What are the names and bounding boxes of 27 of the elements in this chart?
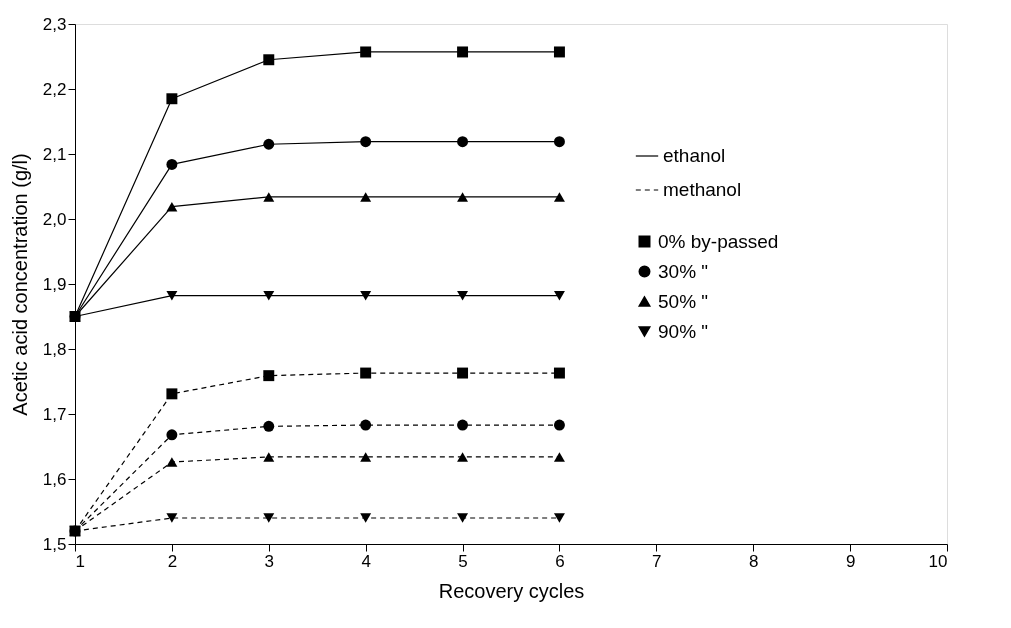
legend-label: 30% ": [658, 260, 709, 282]
y-tick-label: 1,5: [42, 534, 67, 554]
x-tick-label: 2: [167, 551, 178, 571]
legend-label: 90% ": [658, 320, 709, 342]
x-tick-label: 3: [264, 551, 275, 571]
x-tick-label: 6: [555, 551, 565, 571]
x-tick-label: 4: [361, 551, 371, 571]
y-tick-label: 1,7: [42, 404, 67, 424]
y-tick-label: 1,6: [42, 469, 67, 489]
legend-label: 0% by-passed: [658, 230, 779, 252]
annotation: methanol: [663, 179, 742, 200]
y-tick-label: 2,2: [42, 79, 67, 99]
y-tick-label: 2,0: [42, 209, 67, 229]
annotation: ethanol: [663, 145, 726, 166]
x-tick-label: 8: [748, 551, 759, 571]
x-axis-title: Recovery cycles: [438, 579, 585, 602]
x-tick-label: 5: [458, 551, 468, 571]
x-tick-label: 10: [928, 551, 948, 571]
x-tick-label: 7: [652, 551, 662, 571]
y-tick-label: 1,9: [42, 274, 67, 294]
y-tick-label: 2,1: [42, 144, 67, 164]
y-axis-title: Acetic acid concentration (g/l): [8, 153, 31, 416]
y-tick-label: 2,3: [42, 14, 67, 34]
y-tick-label: 1,8: [42, 339, 67, 359]
legend-label: 50% ": [658, 290, 709, 312]
x-tick-label: 9: [845, 551, 856, 571]
x-tick-label: 1: [75, 551, 85, 571]
